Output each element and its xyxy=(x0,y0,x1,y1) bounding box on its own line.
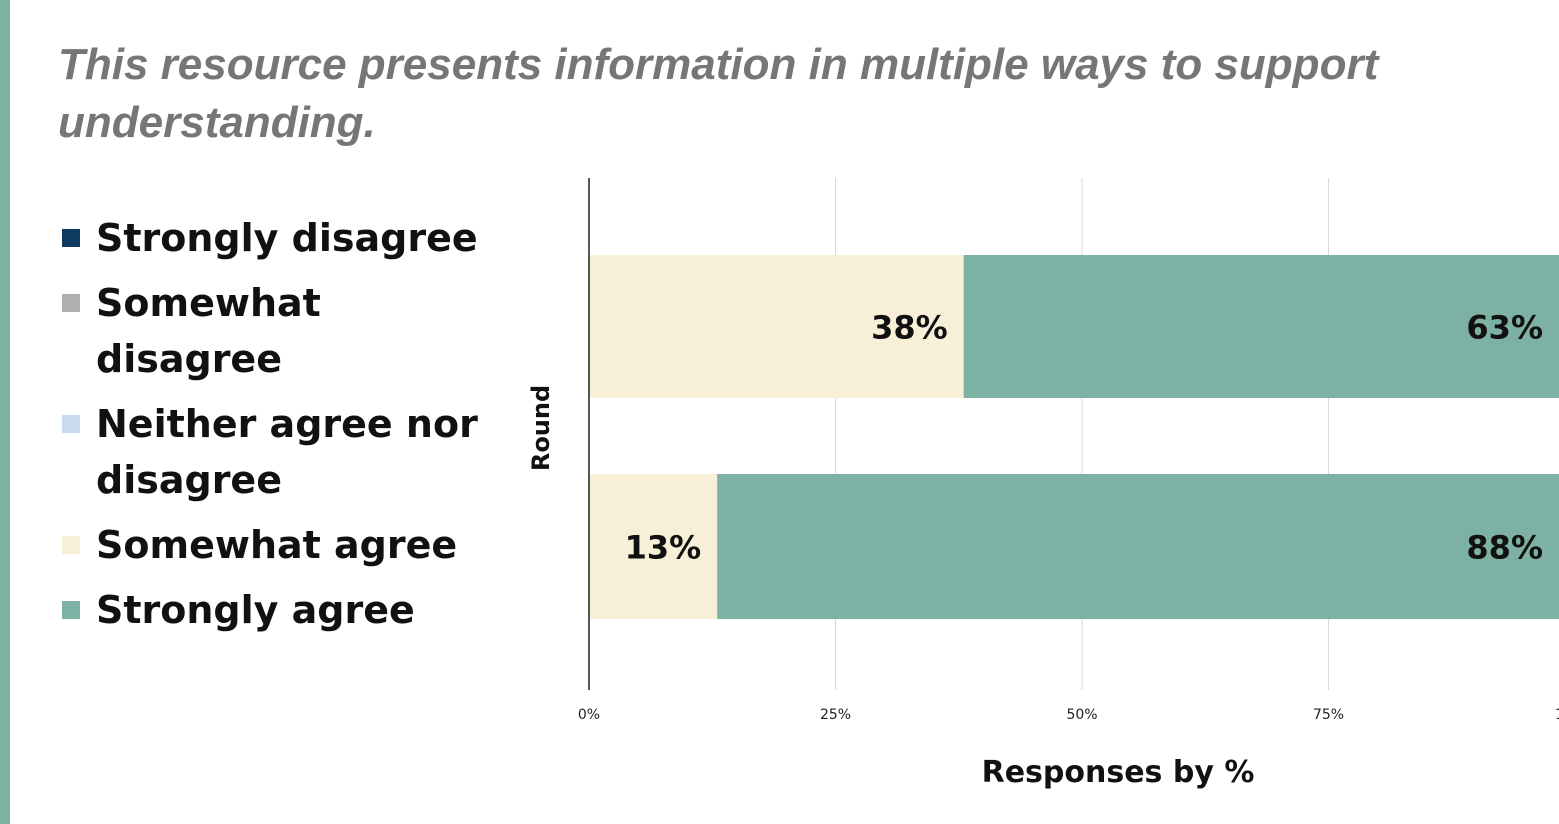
bar-segment xyxy=(589,474,718,619)
bar-segment xyxy=(963,255,1559,398)
legend-item: Strongly agree xyxy=(62,582,482,638)
legend-swatch xyxy=(62,415,80,433)
legend-item: Strongly disagree xyxy=(62,210,482,266)
legend-label: Strongly agree xyxy=(96,588,415,632)
x-tick-label: 0% xyxy=(578,707,600,723)
legend-label: Somewhat agree xyxy=(96,523,458,567)
legend-swatch xyxy=(62,294,80,312)
x-tick-label: 75% xyxy=(1313,707,1344,723)
legend-item: Neither agree nor disagree xyxy=(62,396,482,508)
y-axis-title: Round xyxy=(527,384,555,472)
legend-item: Somewhat agree xyxy=(62,517,482,573)
legend-swatch xyxy=(62,229,80,247)
legend-swatch xyxy=(62,536,80,554)
data-label: 88% xyxy=(1466,529,1543,567)
legend-swatch xyxy=(62,601,80,619)
x-axis-title: Responses by % xyxy=(981,755,1255,790)
legend-label: Strongly disagree xyxy=(96,216,478,260)
left-accent-bar xyxy=(0,0,10,824)
bar-segment xyxy=(717,474,1559,619)
data-label: 63% xyxy=(1466,309,1543,347)
data-label: 38% xyxy=(871,309,948,347)
chart-title: This resource presents information in mu… xyxy=(58,40,1379,147)
x-tick-label: 25% xyxy=(820,707,851,723)
legend-item: Somewhat disagree xyxy=(62,275,482,387)
chart-legend: Strongly disagree Somewhat disagree Neithe… xyxy=(62,210,482,647)
bar-segment xyxy=(589,255,964,398)
legend-label: Neither agree nor disagree xyxy=(96,402,478,502)
x-tick-label: 100% xyxy=(1555,707,1559,723)
legend-label: Somewhat disagree xyxy=(96,281,321,381)
x-tick-label: 50% xyxy=(1066,707,1097,723)
data-label: 13% xyxy=(625,529,702,567)
